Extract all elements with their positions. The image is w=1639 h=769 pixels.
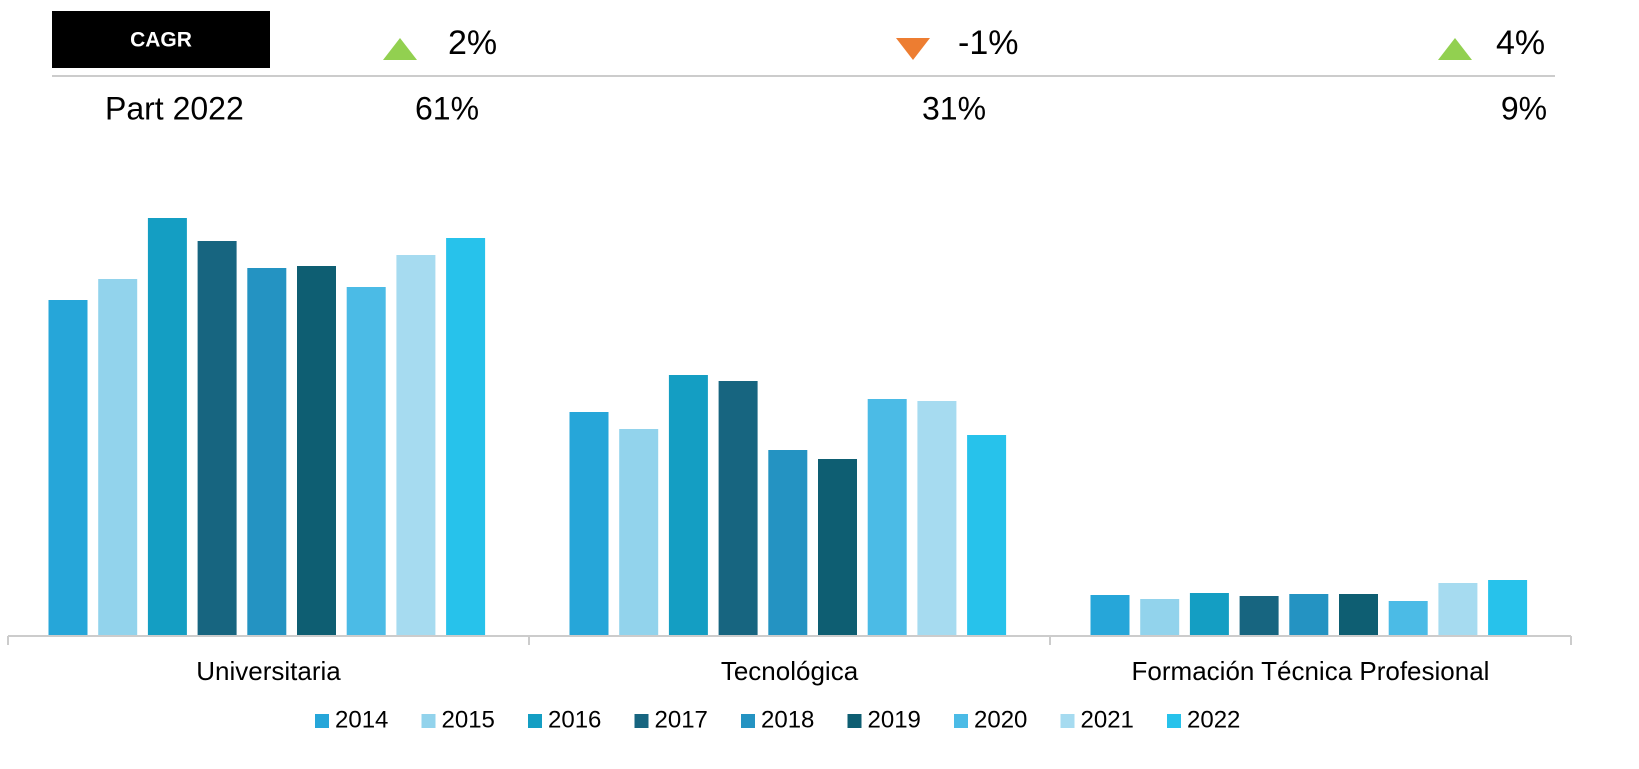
trend-arrow	[383, 38, 417, 60]
x-tick-label: Formación Técnica Profesional	[1132, 656, 1490, 686]
legend-swatch	[1167, 714, 1181, 728]
legend-label: 2022	[1187, 706, 1240, 733]
bar	[1488, 580, 1528, 636]
legend-swatch	[634, 714, 649, 728]
bar	[1388, 601, 1428, 636]
cagr-value: -1%	[958, 24, 1018, 62]
bar	[818, 459, 857, 636]
bar	[346, 287, 386, 636]
bar	[718, 381, 758, 636]
bar	[1189, 593, 1229, 636]
bar	[247, 268, 287, 636]
bar	[619, 429, 659, 636]
bar	[446, 238, 486, 636]
bar	[297, 266, 336, 636]
legend-label: 2020	[974, 706, 1027, 733]
bar	[668, 375, 708, 636]
bar	[569, 412, 609, 636]
bar	[1339, 594, 1378, 636]
legend-swatch	[315, 714, 329, 728]
bar	[48, 300, 88, 636]
trend-arrow	[1438, 38, 1472, 60]
legend-swatch	[741, 714, 755, 728]
bar	[147, 218, 187, 636]
bar	[98, 279, 138, 636]
bar	[867, 399, 907, 636]
bar	[197, 241, 237, 636]
x-tick-label: Tecnológica	[721, 656, 859, 686]
legend-label: 2021	[1081, 706, 1134, 733]
legend-swatch	[1060, 714, 1075, 728]
cagr-label: CAGR	[130, 29, 192, 52]
bar	[768, 450, 808, 636]
bar	[917, 401, 957, 636]
bar	[396, 255, 436, 636]
legend-swatch	[421, 714, 436, 728]
bar	[1090, 595, 1130, 636]
bar	[1140, 599, 1180, 636]
legend-swatch	[847, 714, 862, 728]
share-label: Part 2022	[105, 90, 244, 126]
bar	[1239, 596, 1279, 636]
cagr-value: 4%	[1496, 24, 1545, 62]
legend-swatch	[528, 714, 542, 728]
legend-label: 2018	[761, 706, 814, 733]
share-value: 61%	[415, 90, 479, 126]
cagr-box	[52, 11, 270, 68]
trend-arrow	[896, 38, 930, 60]
cagr-value: 2%	[448, 24, 497, 62]
legend-label: 2017	[655, 706, 708, 733]
x-tick-label: Universitaria	[196, 656, 341, 686]
legend-label: 2016	[548, 706, 601, 733]
share-value: 31%	[922, 90, 986, 126]
bar	[1438, 583, 1478, 636]
legend-label: 2015	[442, 706, 495, 733]
legend-label: 2019	[868, 706, 921, 733]
legend-swatch	[954, 714, 968, 728]
legend-label: 2014	[335, 706, 388, 733]
bar	[967, 435, 1007, 636]
bar	[1289, 594, 1329, 636]
share-value: 9%	[1501, 90, 1547, 126]
